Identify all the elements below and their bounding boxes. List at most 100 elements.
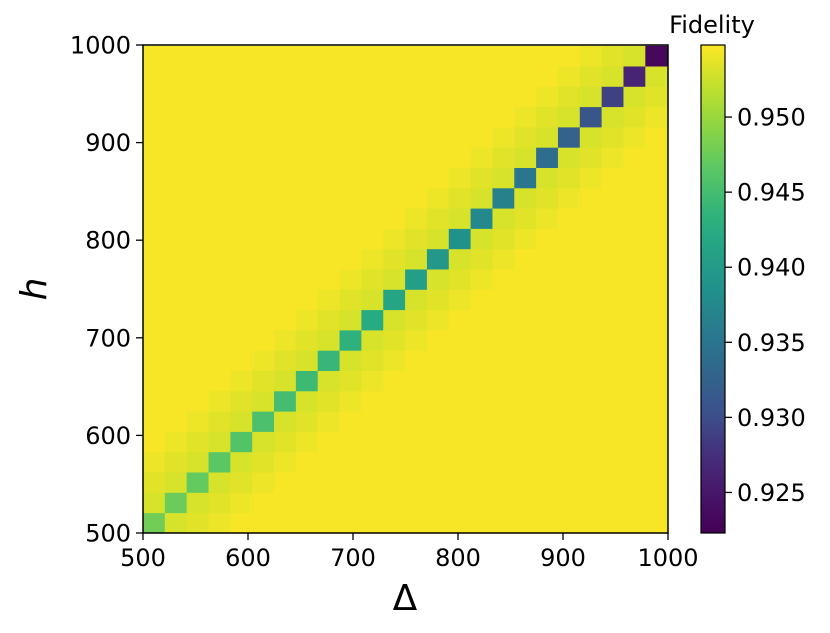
heatmap-cell <box>623 167 646 189</box>
heatmap-cell <box>514 350 537 371</box>
heatmap-cell <box>339 147 362 168</box>
heatmap-cell <box>383 167 406 189</box>
heatmap-cell <box>230 248 253 270</box>
heatmap-cell <box>317 66 340 87</box>
heatmap-cell-diagonal <box>426 248 450 270</box>
heatmap-cell <box>536 492 559 514</box>
heatmap-cell <box>383 350 406 371</box>
heatmap-cell <box>557 167 581 189</box>
heatmap-cell <box>339 86 362 108</box>
heatmap-cell <box>623 350 646 371</box>
heatmap-cell <box>361 269 384 290</box>
heatmap-cell <box>186 86 209 108</box>
heatmap-cell <box>208 66 231 87</box>
heatmap-cell <box>164 248 188 270</box>
heatmap-cell <box>339 126 362 148</box>
heatmap-cell <box>208 370 231 392</box>
heatmap-cell-diagonal <box>317 350 340 371</box>
heatmap-cell <box>274 451 297 473</box>
heatmap-cell <box>426 411 450 432</box>
heatmap-cell <box>470 269 493 290</box>
heatmap-cell <box>601 66 624 87</box>
heatmap-cell <box>557 147 581 168</box>
heatmap-cell <box>383 269 406 290</box>
heatmap-cell-diagonal <box>514 167 537 189</box>
heatmap-cell <box>164 512 188 534</box>
heatmap-cell <box>164 187 188 209</box>
heatmap-cell <box>623 329 646 351</box>
heatmap-cell <box>143 147 166 168</box>
heatmap-cell <box>645 66 668 87</box>
heatmap-cell <box>361 208 384 229</box>
heatmap-cell <box>361 512 384 534</box>
heatmap-cell <box>448 187 471 209</box>
heatmap-cell <box>164 106 188 128</box>
heatmap-cell <box>186 512 209 534</box>
heatmap-cell <box>143 45 166 67</box>
heatmap-cell <box>339 492 362 514</box>
heatmap-cell <box>143 228 166 250</box>
heatmap-cell <box>514 106 537 128</box>
heatmap-cell <box>186 106 209 128</box>
heatmap-cell <box>601 45 624 67</box>
heatmap-cell <box>514 390 537 412</box>
colorbar-title: Fidelity <box>669 11 755 39</box>
heatmap-cell <box>186 289 209 311</box>
heatmap-cell <box>645 289 668 311</box>
heatmap-cell <box>186 329 209 351</box>
y-tick-label: 700 <box>85 324 131 352</box>
heatmap-cell <box>208 167 231 189</box>
heatmap-cell <box>623 309 646 331</box>
heatmap-cell <box>645 208 668 229</box>
heatmap-cell <box>143 309 166 331</box>
heatmap-cell <box>361 350 384 371</box>
heatmap-cell <box>579 329 603 351</box>
heatmap-cell <box>536 269 559 290</box>
heatmap-cell <box>514 269 537 290</box>
heatmap-cell <box>405 370 428 392</box>
heatmap-cell <box>164 45 188 67</box>
heatmap-cell <box>579 208 603 229</box>
heatmap-cell <box>514 228 537 250</box>
x-tick-label: 600 <box>225 544 271 572</box>
heatmap-cell <box>426 492 450 514</box>
heatmap-cell <box>361 329 384 351</box>
heatmap-cell <box>426 309 450 331</box>
heatmap-cell <box>339 66 362 87</box>
heatmap-cell <box>601 187 624 209</box>
heatmap-cell <box>579 187 603 209</box>
heatmap-cell <box>383 431 406 453</box>
heatmap-cell <box>295 248 319 270</box>
heatmap-cell <box>274 248 297 270</box>
heatmap-cell <box>317 309 340 331</box>
heatmap-cell <box>492 289 515 311</box>
heatmap-cell <box>143 167 166 189</box>
heatmap-cell <box>383 411 406 432</box>
heatmap-cell <box>623 269 646 290</box>
heatmap-cell-diagonal <box>579 106 603 128</box>
heatmap-cell <box>579 66 603 87</box>
heatmap-cell <box>536 350 559 371</box>
heatmap-cell <box>230 45 253 67</box>
heatmap-cell <box>383 86 406 108</box>
heatmap-cell <box>601 350 624 371</box>
heatmap-cell <box>645 126 668 148</box>
heatmap-cell <box>186 411 209 432</box>
heatmap-cell-diagonal <box>252 411 275 432</box>
heatmap-cell-diagonal <box>492 187 515 209</box>
heatmap-cell <box>579 411 603 432</box>
heatmap-cell <box>252 187 275 209</box>
heatmap-cell <box>230 269 253 290</box>
x-tick-label: 800 <box>435 544 481 572</box>
heatmap-cell <box>208 248 231 270</box>
heatmap-cell <box>143 208 166 229</box>
y-tick-label: 500 <box>85 520 131 548</box>
heatmap-cell <box>317 512 340 534</box>
heatmap-cell <box>317 106 340 128</box>
y-tick-label: 1000 <box>70 32 131 60</box>
heatmap-cell-diagonal <box>339 329 362 351</box>
heatmap-cell <box>252 208 275 229</box>
heatmap-cell <box>645 492 668 514</box>
heatmap-cell <box>405 248 428 270</box>
heatmap-cell-diagonal <box>623 66 646 87</box>
